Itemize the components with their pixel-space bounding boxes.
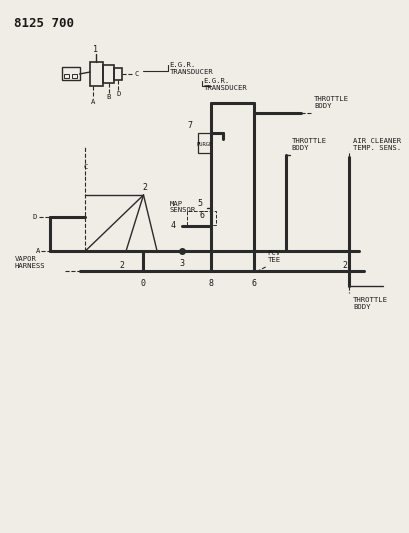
Text: A: A xyxy=(91,99,95,105)
Text: 4: 4 xyxy=(170,222,175,230)
Text: D: D xyxy=(116,91,120,97)
Text: 8125 700: 8125 700 xyxy=(13,17,73,30)
Text: VAPOR
HARNESS: VAPOR HARNESS xyxy=(14,256,45,269)
Text: 0: 0 xyxy=(141,279,146,287)
Text: 1: 1 xyxy=(93,45,98,54)
Bar xyxy=(62,67,79,80)
Text: A: A xyxy=(36,248,40,254)
Text: THROTTLE
BODY: THROTTLE BODY xyxy=(352,297,387,310)
Bar xyxy=(103,65,114,83)
Bar xyxy=(114,68,122,80)
Text: B: B xyxy=(106,94,110,100)
Text: THROTTLE
BODY: THROTTLE BODY xyxy=(291,138,326,151)
Text: E.G.R.
TRANSDUCER: E.G.R. TRANSDUCER xyxy=(169,62,213,75)
Text: 2: 2 xyxy=(119,261,124,270)
Text: C: C xyxy=(135,71,139,77)
Text: 6: 6 xyxy=(251,279,256,287)
Text: 2: 2 xyxy=(143,182,148,191)
Bar xyxy=(64,74,69,78)
Text: AIR CLEANER
TEMP. SENS.: AIR CLEANER TEMP. SENS. xyxy=(352,138,400,151)
Text: D: D xyxy=(33,214,37,220)
Bar xyxy=(90,62,103,86)
Text: PURGE: PURGE xyxy=(196,142,212,148)
Text: 7: 7 xyxy=(187,120,192,130)
Text: THROTTLE
BODY: THROTTLE BODY xyxy=(313,96,348,109)
Text: PCV
TEE: PCV TEE xyxy=(267,250,280,263)
Text: C: C xyxy=(83,164,87,170)
Text: 3: 3 xyxy=(179,259,184,268)
Text: 6: 6 xyxy=(199,211,204,220)
Text: 5: 5 xyxy=(197,199,202,208)
Text: MAP
SENSOR: MAP SENSOR xyxy=(169,200,196,214)
Text: 2: 2 xyxy=(342,261,347,270)
Text: E.G.R.
TRANSDUCER: E.G.R. TRANSDUCER xyxy=(203,78,247,91)
Bar xyxy=(197,133,211,153)
Text: 8: 8 xyxy=(208,279,213,287)
Bar xyxy=(187,211,216,225)
Bar xyxy=(72,74,76,78)
